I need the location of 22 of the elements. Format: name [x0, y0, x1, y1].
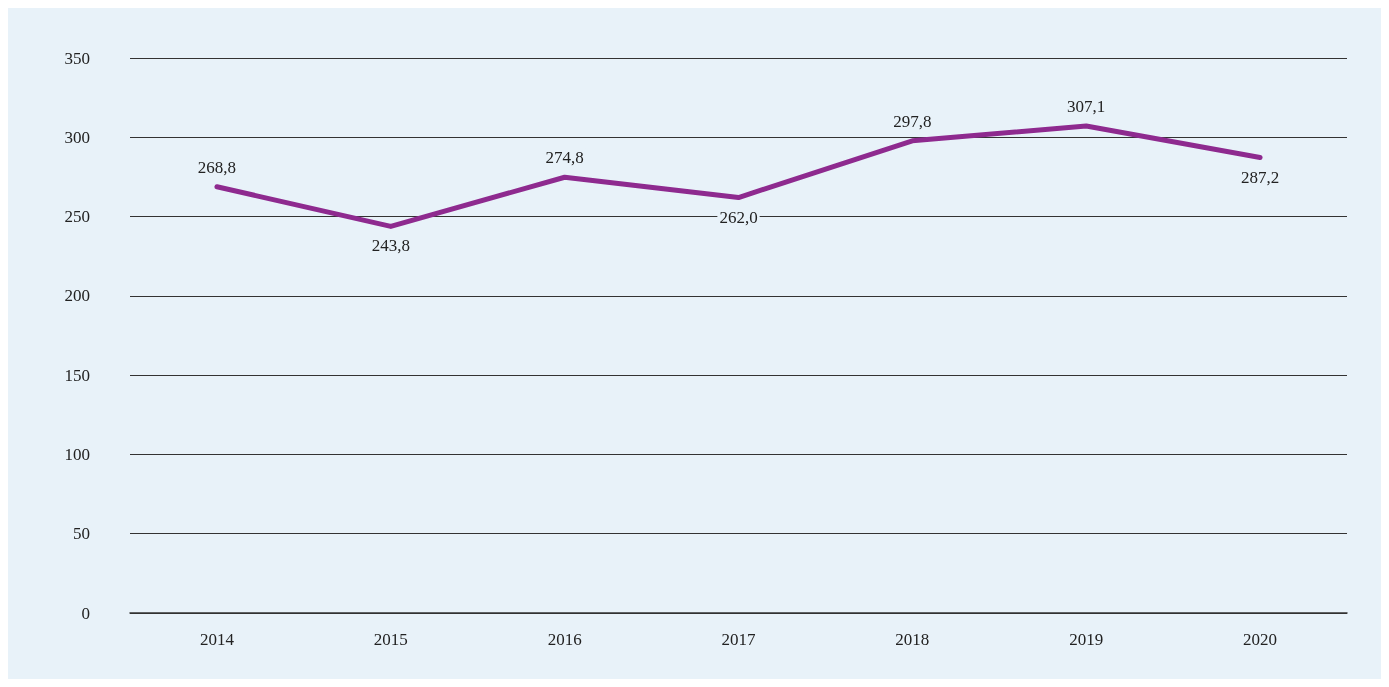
y-tick-label: 350: [64, 48, 90, 68]
x-tick-label: 2017: [721, 630, 756, 649]
y-tick-label: 200: [64, 286, 90, 306]
y-tick-label: 250: [64, 207, 90, 227]
y-tick-label: 150: [64, 365, 90, 385]
x-tick-label: 2015: [373, 630, 408, 649]
y-tick-label: 300: [64, 127, 90, 147]
x-tick-label: 2019: [1069, 630, 1104, 649]
x-tick-label: 2020: [1243, 630, 1278, 649]
x-tick-label: 2014: [199, 630, 235, 649]
data-label: 243,8: [371, 236, 410, 256]
data-label: 274,8: [545, 148, 584, 168]
data-label: 287,2: [1240, 167, 1280, 187]
data-label: 268,8: [197, 157, 237, 177]
data-label: 307,1: [1067, 97, 1106, 117]
y-tick-label: 0: [81, 603, 90, 623]
data-label: 262,0: [719, 207, 758, 227]
x-tick-label: 2018: [895, 630, 930, 649]
y-tick-label: 100: [64, 444, 90, 464]
y-tick-label: 50: [73, 524, 90, 544]
x-tick-label: 2016: [547, 630, 582, 649]
data-label: 297,8: [893, 111, 932, 131]
